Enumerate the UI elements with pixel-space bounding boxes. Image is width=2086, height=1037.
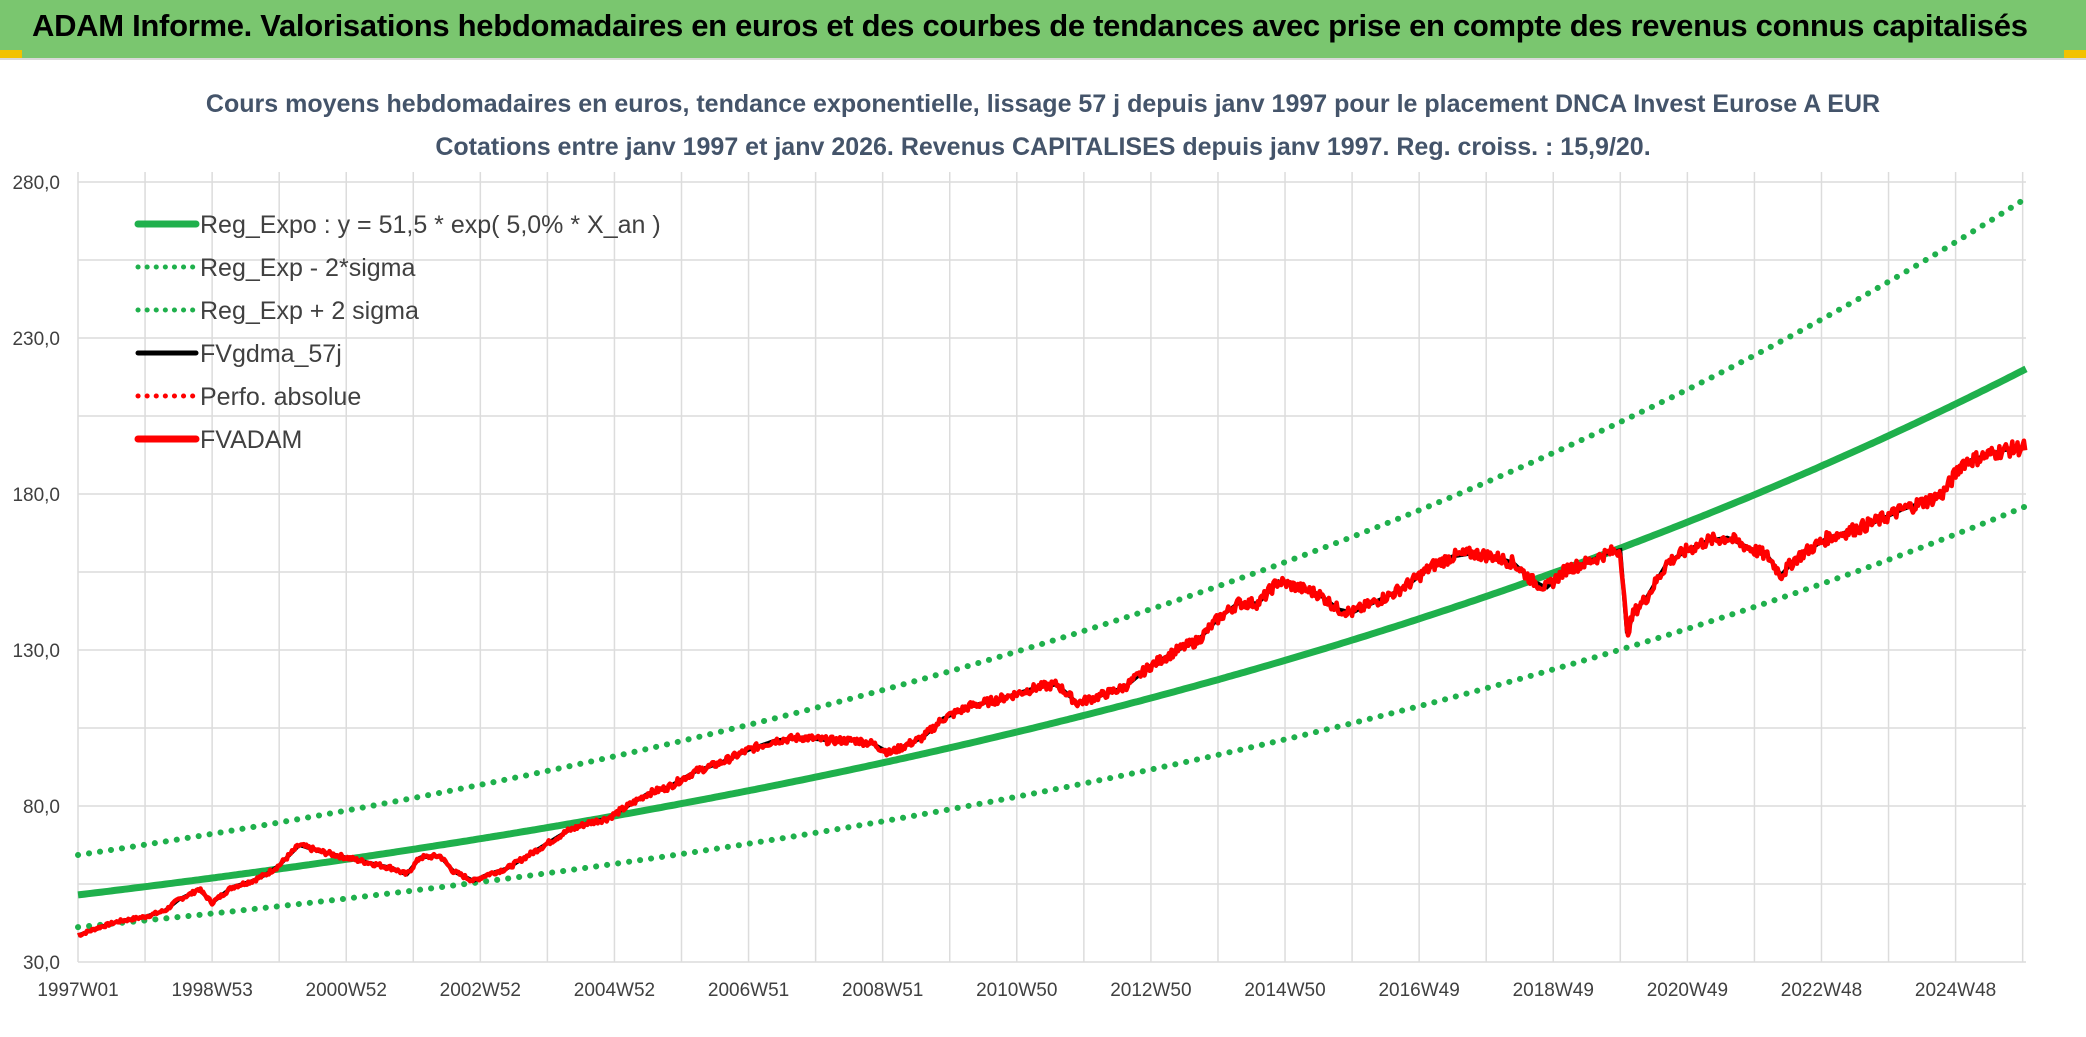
upper-band-line: [75, 195, 2029, 858]
x-tick-label: 2000W52: [306, 980, 387, 1001]
gridlines: [77, 172, 2026, 963]
chart-title: Cours moyens hebdomadaires en euros, ten…: [206, 90, 1880, 118]
x-tick-label: 2008W51: [842, 980, 923, 1001]
chart-area: Cours moyens hebdomadaires en euros, ten…: [0, 58, 2086, 1037]
y-tick-label: 30,0: [23, 953, 60, 974]
price-chart: Cours moyens hebdomadaires en euros, ten…: [12, 90, 2029, 1001]
x-tick-label: 2014W50: [1244, 980, 1325, 1001]
y-tick-label: 80,0: [23, 797, 60, 818]
x-tick-label: 1998W53: [171, 980, 252, 1001]
corner-mark-left: [0, 50, 22, 58]
x-tick-label: 2016W49: [1378, 980, 1459, 1001]
x-tick-label: 2010W50: [976, 980, 1057, 1001]
fvadam-line: [76, 438, 2028, 938]
x-tick-label: 2002W52: [440, 980, 521, 1001]
x-tick-label: 2012W50: [1110, 980, 1191, 1001]
legend-label: Perfo. absolue: [200, 383, 361, 411]
y-tick-label: 230,0: [12, 329, 60, 350]
chart-subtitle: Cotations entre janv 1997 et janv 2026. …: [435, 133, 1650, 161]
x-tick-label: 2024W48: [1915, 980, 1996, 1001]
x-tick-label: 1997W01: [37, 980, 118, 1001]
header-banner: ADAM Informe. Valorisations hebdomadaire…: [0, 0, 2086, 58]
x-tick-label: 2022W48: [1781, 980, 1862, 1001]
legend-label: Reg_Expo : y = 51,5 * exp( 5,0% * X_an ): [200, 211, 661, 239]
x-tick-label: 2020W49: [1647, 980, 1728, 1001]
x-tick-label: 2004W52: [574, 980, 655, 1001]
legend-label: Reg_Exp - 2*sigma: [200, 254, 415, 282]
legend: Reg_Expo : y = 51,5 * exp( 5,0% * X_an )…: [134, 211, 661, 454]
y-tick-label: 180,0: [12, 485, 60, 506]
x-tick-label: 2018W49: [1513, 980, 1594, 1001]
legend-label: FVADAM: [200, 426, 302, 454]
legend-label: Reg_Exp + 2 sigma: [200, 297, 419, 325]
corner-mark-right: [2064, 50, 2086, 58]
y-tick-label: 130,0: [12, 641, 60, 662]
axis-ticks: 30,0 80,0 130,0 180,0 230,0 280,0 1997W01 1998W…: [12, 173, 1996, 1001]
lower-band-line: [75, 503, 2029, 931]
legend-label: FVgdma_57j: [200, 340, 342, 368]
x-tick-label: 2006W51: [708, 980, 789, 1001]
series-layer: [75, 195, 2029, 938]
regression-line: [77, 365, 2028, 899]
report-title: ADAM Informe. Valorisations hebdomadaire…: [32, 8, 2028, 43]
y-tick-label: 280,0: [12, 173, 60, 194]
